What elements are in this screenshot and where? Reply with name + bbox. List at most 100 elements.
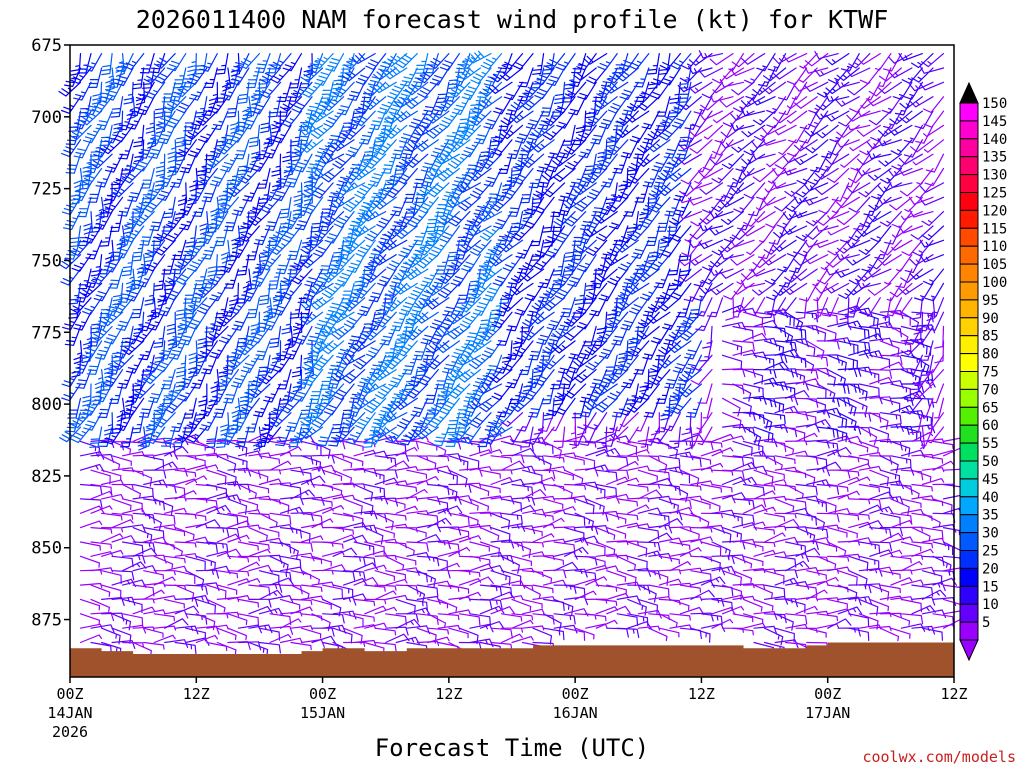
wind-barb xyxy=(490,239,513,256)
wind-barb-path xyxy=(73,81,92,101)
wind-barb xyxy=(617,354,639,372)
wind-barb-path xyxy=(132,67,145,90)
wind-barb-path xyxy=(458,455,480,470)
wind-barb-path xyxy=(595,619,618,629)
wind-barb xyxy=(101,455,121,470)
wind-barb xyxy=(642,369,660,389)
wind-barb-path xyxy=(416,512,439,525)
wind-barb xyxy=(531,182,545,204)
wind-barb xyxy=(192,196,208,217)
wind-barb-path xyxy=(63,67,82,87)
wind-barb xyxy=(479,153,503,170)
wind-barb-path xyxy=(600,167,618,188)
wind-barb-path xyxy=(195,634,218,644)
wind-barb xyxy=(396,412,418,429)
wind-barb-path xyxy=(145,354,166,373)
wind-barb xyxy=(120,397,134,419)
wind-barb xyxy=(476,254,492,275)
wind-barb xyxy=(586,182,608,200)
wind-barb xyxy=(95,167,113,188)
wind-barb xyxy=(607,96,629,114)
wind-barb xyxy=(574,440,597,448)
wind-barb xyxy=(417,412,439,429)
wind-barb xyxy=(387,167,408,186)
wind-barb-path xyxy=(385,426,408,443)
wind-barb-path xyxy=(133,196,155,214)
wind-barb xyxy=(622,340,639,361)
wind-barb-path xyxy=(282,53,303,72)
wind-barb xyxy=(143,67,166,84)
wind-barb-path xyxy=(521,541,544,548)
wind-barb xyxy=(543,397,555,421)
wind-barb xyxy=(204,311,218,333)
wind-barb-path xyxy=(308,383,324,404)
wind-barb-path xyxy=(117,369,134,389)
wind-barb-path xyxy=(90,505,113,514)
wind-barb-path xyxy=(395,555,417,566)
wind-barb-path xyxy=(483,110,503,130)
wind-barb-path xyxy=(472,297,492,316)
wind-barb-path xyxy=(269,460,292,471)
wind-barb xyxy=(279,527,303,539)
wind-barb xyxy=(545,225,566,244)
wind-barb-path xyxy=(581,110,597,131)
wind-barb xyxy=(536,153,555,173)
wind-barb xyxy=(637,527,660,540)
wind-barb-path xyxy=(185,555,206,571)
wind-barb xyxy=(372,426,397,439)
wind-barb-path xyxy=(473,196,492,216)
wind-barb-path xyxy=(406,570,428,583)
wind-barb xyxy=(437,96,460,112)
wind-barb-path xyxy=(412,340,429,361)
wind-barb-path xyxy=(616,555,636,570)
wind-barb xyxy=(532,627,553,645)
wind-barb xyxy=(256,167,271,189)
wind-barb xyxy=(123,81,134,105)
wind-barb xyxy=(362,426,376,448)
wind-barb-path xyxy=(508,383,524,405)
wind-barb xyxy=(385,512,407,521)
wind-barb-path xyxy=(174,469,197,478)
wind-barb-path xyxy=(598,340,618,359)
wind-barb-path xyxy=(437,282,460,299)
wind-barb xyxy=(255,426,271,447)
wind-barb-path xyxy=(184,124,208,140)
wind-barb-path xyxy=(353,282,376,299)
wind-barb xyxy=(342,124,366,140)
wind-barb-path xyxy=(291,139,313,157)
wind-barb xyxy=(346,254,366,273)
wind-barb-path xyxy=(227,613,248,626)
wind-barb-path xyxy=(595,483,617,497)
wind-barb xyxy=(374,412,397,428)
wind-barb-path xyxy=(425,397,439,419)
wind-barb-path xyxy=(328,426,345,447)
wind-barb-path xyxy=(667,340,692,354)
wind-barb-path xyxy=(447,325,471,340)
wind-barb-path xyxy=(573,369,597,384)
wind-barb-path xyxy=(585,541,606,557)
wind-barb-path xyxy=(237,153,250,176)
wind-barb-path xyxy=(79,555,100,568)
wind-barb-path xyxy=(543,627,565,641)
wind-barb-path xyxy=(661,67,681,86)
wind-barb-path xyxy=(355,67,376,86)
wind-barb-path xyxy=(109,211,124,233)
wind-barb xyxy=(322,494,345,500)
wind-barb xyxy=(153,498,174,516)
wind-barb-path xyxy=(591,153,608,174)
wind-barb-path xyxy=(457,66,481,81)
wind-barb xyxy=(372,81,397,94)
wind-barb-path xyxy=(372,367,397,381)
wind-barb xyxy=(648,477,673,487)
wind-barb-path xyxy=(521,551,545,557)
wind-barb xyxy=(231,53,250,73)
wind-barb-path xyxy=(197,325,208,349)
wind-barb-path xyxy=(606,512,627,524)
wind-barb xyxy=(176,96,197,114)
wind-barb xyxy=(171,239,187,261)
wind-barb-path xyxy=(311,464,336,474)
wind-barb-path xyxy=(246,268,260,290)
wind-barb-path xyxy=(626,397,650,413)
wind-barb-path xyxy=(374,570,395,581)
wind-barb xyxy=(201,239,218,260)
